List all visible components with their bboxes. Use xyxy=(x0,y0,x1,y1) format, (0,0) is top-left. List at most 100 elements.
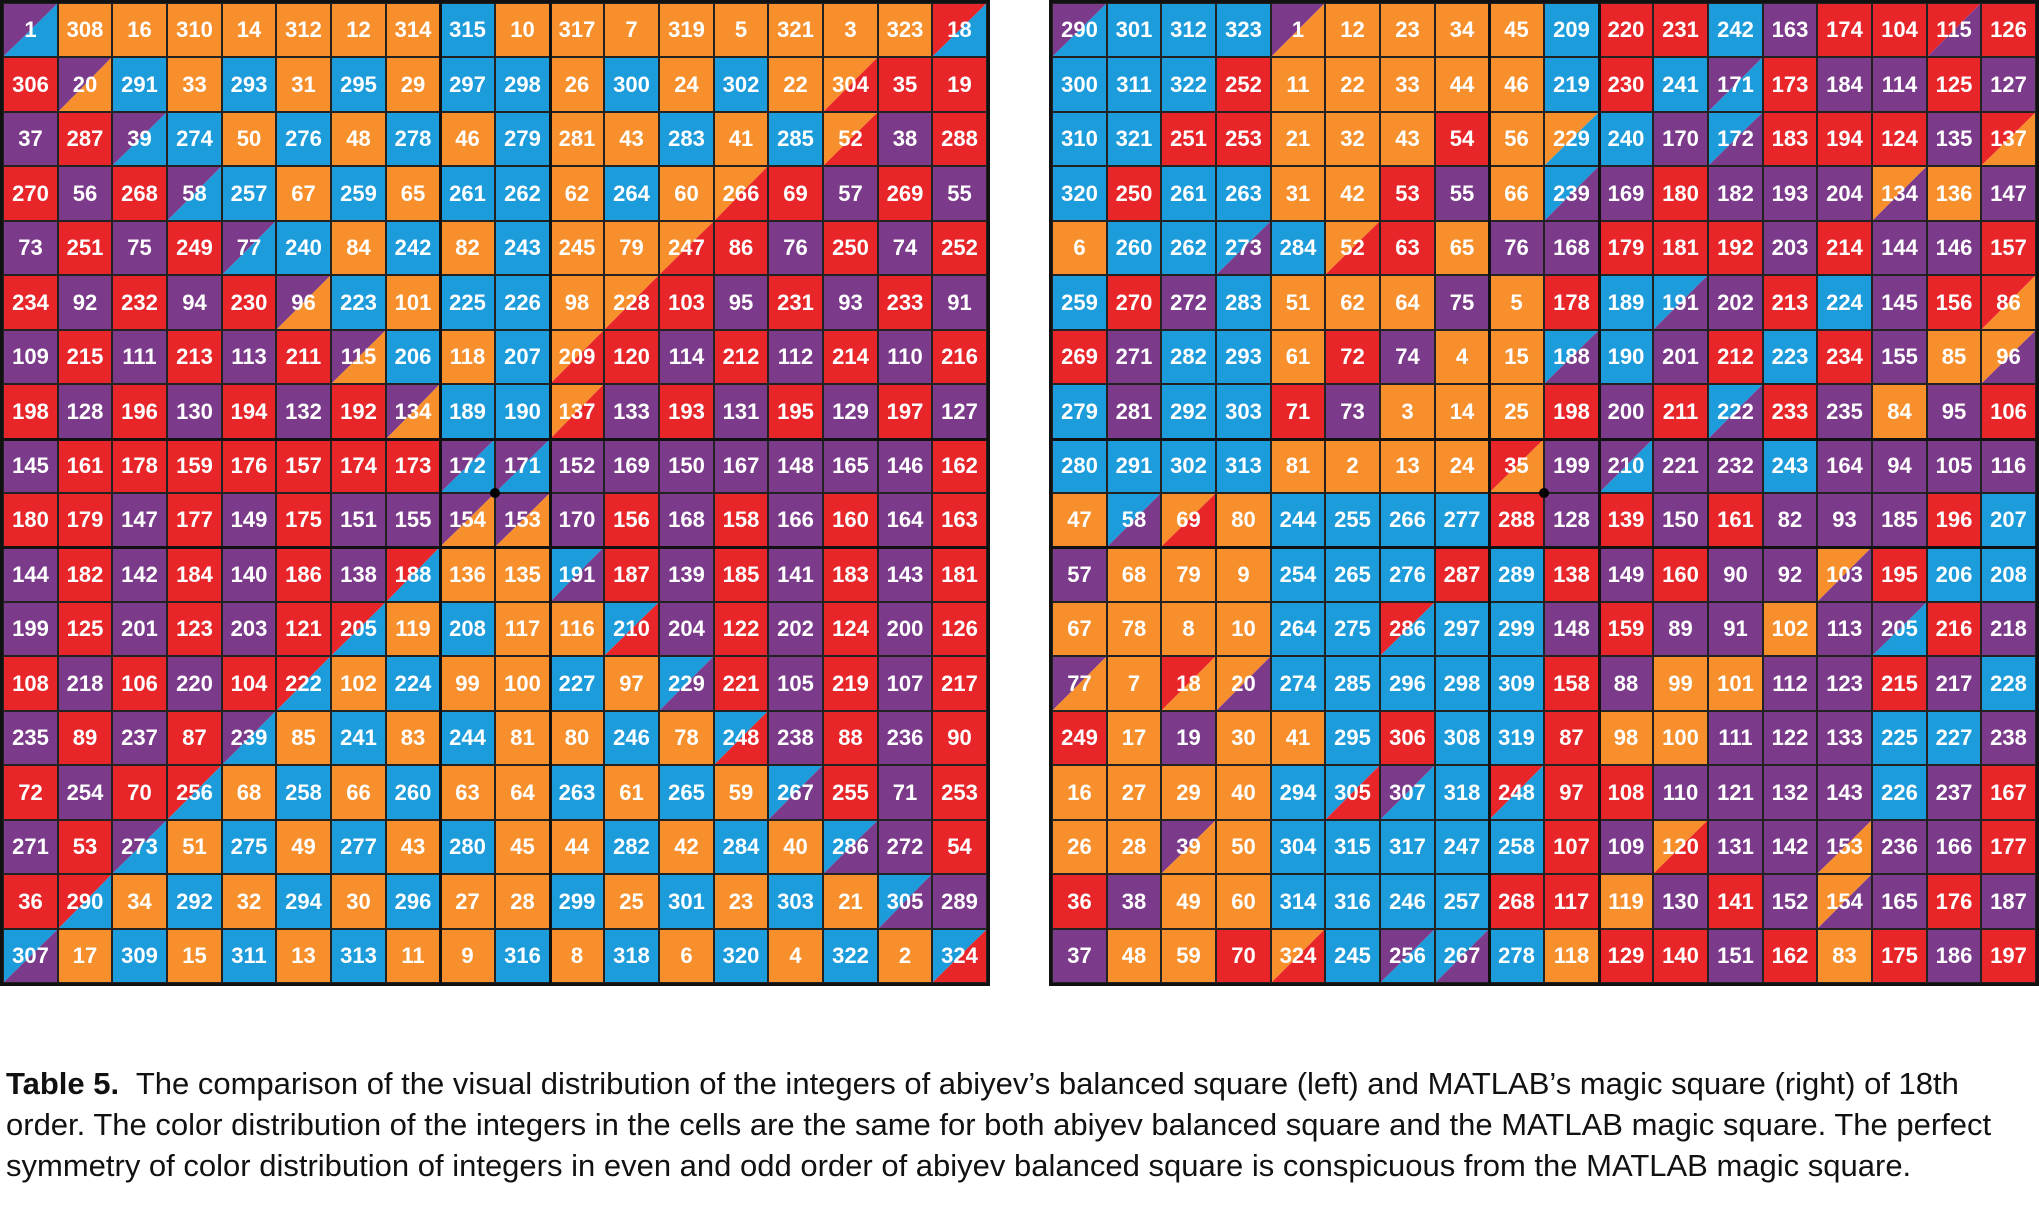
cell-value: 37 xyxy=(18,126,43,151)
cell-value: 299 xyxy=(558,888,596,914)
square-cell: 314 xyxy=(1271,874,1325,929)
cell-value: 284 xyxy=(722,834,760,859)
cell-value: 297 xyxy=(1443,616,1481,641)
cell-value: 240 xyxy=(1607,126,1645,151)
cell-value: 306 xyxy=(12,71,49,97)
square-cell: 278 xyxy=(386,112,440,166)
square-cell: 185 xyxy=(714,547,768,602)
square-cell: 177 xyxy=(1981,820,2036,874)
cell-value: 321 xyxy=(777,17,814,42)
square-cell: 211 xyxy=(276,330,331,384)
square-cell: 137 xyxy=(550,384,604,439)
cell-value: 20 xyxy=(1231,670,1256,696)
cell-value: 220 xyxy=(1607,17,1645,42)
square-cell: 321 xyxy=(1107,112,1161,166)
cell-split-fill xyxy=(496,440,549,492)
square-cell: 293 xyxy=(1216,330,1271,384)
square-cell: 52 xyxy=(823,112,878,166)
cell-value: 169 xyxy=(613,453,650,478)
cell-value: 208 xyxy=(449,616,486,641)
cell-value: 57 xyxy=(838,180,863,206)
square-cell: 62 xyxy=(1325,275,1380,330)
square-cell: 162 xyxy=(932,439,987,493)
cell-value: 5 xyxy=(734,17,748,42)
cell-value: 85 xyxy=(291,725,316,750)
square-cell: 70 xyxy=(112,765,167,820)
cell-value: 97 xyxy=(619,670,644,696)
cell-value: 251 xyxy=(66,235,104,260)
cell-value: 323 xyxy=(1225,17,1262,42)
square-cell: 315 xyxy=(440,3,495,57)
cell-value: 2 xyxy=(898,943,912,968)
cell-value: 242 xyxy=(1717,17,1754,42)
square-cell: 159 xyxy=(167,439,222,493)
square-cell: 195 xyxy=(768,384,823,439)
square-cell: 56 xyxy=(58,166,112,221)
cell-value: 54 xyxy=(1449,126,1475,151)
square-cell: 297 xyxy=(440,57,495,112)
square-cell: 108 xyxy=(3,656,58,711)
cell-value: 13 xyxy=(1395,453,1420,478)
square-cell: 308 xyxy=(1435,711,1489,765)
cell-value: 60 xyxy=(1231,888,1256,914)
square-cell: 123 xyxy=(167,602,222,656)
cell-value: 64 xyxy=(510,779,535,805)
cell-value: 99 xyxy=(1668,670,1693,696)
cell-value: 293 xyxy=(230,71,268,97)
square-cell: 204 xyxy=(659,602,714,656)
cell-value: 105 xyxy=(1935,453,1973,478)
cell-value: 123 xyxy=(176,616,213,641)
cell-value: 82 xyxy=(455,235,480,260)
square-cell: 80 xyxy=(1216,493,1271,547)
cell-value: 66 xyxy=(346,779,371,805)
cell-value: 285 xyxy=(1334,670,1371,696)
cell-value: 138 xyxy=(1553,561,1590,587)
square-cell: 38 xyxy=(1107,874,1161,929)
square-cell: 219 xyxy=(1544,57,1599,112)
cell-value: 141 xyxy=(1717,888,1754,914)
square-cell: 275 xyxy=(1325,602,1380,656)
square-cell: 65 xyxy=(1435,221,1489,275)
square-cell: 199 xyxy=(1544,439,1599,493)
square-cell: 123 xyxy=(1817,656,1872,711)
cell-value: 313 xyxy=(1225,453,1262,478)
cell-value: 65 xyxy=(400,180,426,206)
cell-value: 53 xyxy=(1395,180,1420,206)
cell-value: 229 xyxy=(1553,126,1590,151)
square-cell: 178 xyxy=(112,439,167,493)
square-cell: 46 xyxy=(1489,57,1544,112)
cell-value: 157 xyxy=(285,453,322,478)
square-cell: 6 xyxy=(1052,221,1107,275)
cell-split-fill xyxy=(1818,548,1871,601)
cell-value: 75 xyxy=(1449,289,1475,315)
square-cell: 198 xyxy=(3,384,58,439)
cell-value: 111 xyxy=(122,344,157,369)
square-cell: 144 xyxy=(3,547,58,602)
square-cell: 111 xyxy=(1708,711,1763,765)
cell-value: 27 xyxy=(455,888,480,914)
square-cell: 318 xyxy=(1435,765,1489,820)
square-cell: 7 xyxy=(1107,656,1161,711)
cell-value: 220 xyxy=(176,670,213,696)
cell-value: 150 xyxy=(1662,507,1699,532)
square-cell: 35 xyxy=(878,57,932,112)
cell-value: 286 xyxy=(1389,616,1426,641)
cell-value: 253 xyxy=(941,779,978,805)
square-cell: 69 xyxy=(768,166,823,221)
cell-value: 261 xyxy=(449,180,486,206)
cell-value: 255 xyxy=(832,779,869,805)
square-cell: 121 xyxy=(276,602,331,656)
square-cell: 52 xyxy=(1325,221,1380,275)
square-cell: 318 xyxy=(604,929,659,983)
cell-value: 192 xyxy=(1717,235,1754,260)
square-cell: 303 xyxy=(768,874,823,929)
cell-value: 107 xyxy=(1553,834,1590,859)
square-cell: 276 xyxy=(1380,547,1435,602)
cell-value: 265 xyxy=(1334,561,1371,587)
square-cell: 24 xyxy=(659,57,714,112)
cell-value: 223 xyxy=(1771,344,1809,369)
square-cell: 171 xyxy=(495,439,550,493)
square-cell: 216 xyxy=(1927,602,1981,656)
square-cell: 1 xyxy=(3,3,58,57)
cell-value: 136 xyxy=(1935,180,1973,206)
